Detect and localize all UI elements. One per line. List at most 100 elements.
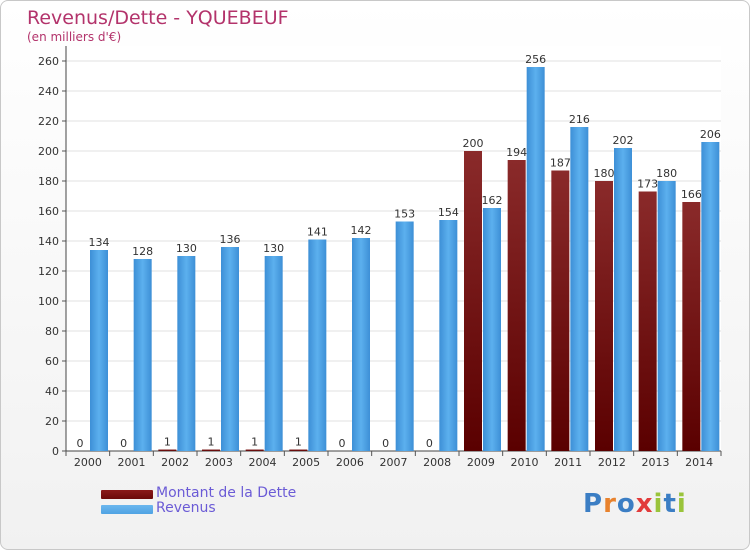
data-label-revenus: 206 [700, 128, 721, 141]
bar-revenus [614, 148, 632, 451]
bar-dette [464, 151, 482, 451]
logo-letter: t [663, 489, 677, 519]
chart-title: Revenus/Dette - YQUEBEUF [27, 7, 289, 29]
logo-letter: r [603, 489, 617, 519]
data-label-dette: 0 [426, 437, 433, 450]
bar-dette [551, 170, 570, 451]
bar-dette [289, 449, 308, 451]
logo-letter: i [653, 489, 664, 519]
x-tick-label: 2007 [380, 456, 408, 469]
x-tick-label: 2012 [598, 456, 626, 469]
data-label-revenus: 216 [569, 113, 590, 126]
logo-letter: o [616, 489, 636, 519]
bar-revenus [264, 256, 283, 451]
bar-revenus [483, 208, 501, 451]
bar-revenus [526, 67, 545, 451]
x-tick-label: 2003 [205, 456, 233, 469]
y-tick-label: 220 [38, 115, 59, 128]
y-tick-label: 140 [38, 235, 59, 248]
y-tick-label: 240 [38, 85, 59, 98]
y-tick-label: 100 [38, 295, 59, 308]
y-tick-label: 180 [38, 175, 59, 188]
data-label-dette: 1 [295, 436, 302, 449]
x-tick-label: 2008 [423, 456, 451, 469]
y-tick-label: 120 [38, 265, 59, 278]
bar-dette [507, 160, 526, 451]
x-tick-label: 2014 [685, 456, 713, 469]
x-tick-label: 2009 [467, 456, 495, 469]
logo-letter: x [635, 489, 654, 519]
bar-revenus [308, 239, 327, 451]
data-label-dette: 166 [681, 188, 702, 201]
bar-revenus [570, 127, 589, 451]
y-tick-label: 0 [52, 445, 59, 458]
data-label-dette: 187 [550, 157, 571, 170]
data-label-revenus: 142 [351, 224, 372, 237]
data-label-revenus: 153 [394, 208, 415, 221]
y-tick-label: 40 [45, 385, 59, 398]
y-tick-label: 260 [38, 55, 59, 68]
data-label-revenus: 256 [525, 53, 546, 66]
data-label-dette: 1 [208, 436, 215, 449]
legend-label-revenus: Revenus [156, 500, 216, 516]
legend-swatch-revenus [101, 505, 153, 514]
legend-swatch-dette [101, 490, 153, 499]
bar-dette [245, 449, 264, 451]
chart-subtitle: (en milliers d'€) [27, 30, 122, 44]
data-label-revenus: 141 [307, 226, 328, 239]
bar-revenus [352, 238, 370, 451]
data-label-revenus: 202 [613, 134, 634, 147]
x-tick-label: 2001 [118, 456, 146, 469]
bar-revenus [395, 221, 414, 451]
data-label-revenus: 134 [89, 236, 110, 249]
logo-letter: P [583, 489, 604, 519]
y-tick-label: 80 [45, 325, 59, 338]
data-label-dette: 0 [382, 437, 389, 450]
data-label-dette: 0 [120, 437, 127, 450]
bar-dette [158, 449, 177, 451]
data-label-dette: 180 [594, 167, 615, 180]
bar-dette [638, 191, 657, 451]
data-label-revenus: 180 [656, 167, 677, 180]
data-label-dette: 1 [164, 436, 171, 449]
bar-dette [595, 181, 613, 451]
x-tick-label: 2011 [554, 456, 582, 469]
bar-revenus [221, 247, 239, 451]
x-tick-label: 2005 [292, 456, 320, 469]
data-label-revenus: 128 [132, 245, 153, 258]
x-tick-label: 2004 [249, 456, 277, 469]
bar-revenus [701, 142, 720, 451]
y-tick-label: 160 [38, 205, 59, 218]
data-label-revenus: 162 [482, 194, 503, 207]
x-tick-label: 2013 [642, 456, 670, 469]
data-label-revenus: 154 [438, 206, 459, 219]
bar-dette [682, 202, 701, 451]
y-tick-label: 20 [45, 415, 59, 428]
legend-label-dette: Montant de la Dette [156, 485, 297, 501]
data-label-revenus: 136 [220, 233, 241, 246]
bar-revenus [90, 250, 108, 451]
data-label-revenus: 130 [176, 242, 197, 255]
data-label-dette: 194 [506, 146, 527, 159]
data-label-dette: 1 [251, 436, 258, 449]
x-tick-label: 2002 [161, 456, 189, 469]
bar-dette [202, 449, 220, 451]
logo-letter: i [676, 489, 687, 519]
bar-revenus [177, 256, 196, 451]
y-tick-label: 200 [38, 145, 59, 158]
data-label-dette: 200 [463, 137, 484, 150]
data-label-dette: 0 [339, 437, 346, 450]
x-tick-label: 2000 [74, 456, 102, 469]
x-tick-label: 2006 [336, 456, 364, 469]
data-label-revenus: 130 [263, 242, 284, 255]
data-label-dette: 0 [77, 437, 84, 450]
x-tick-label: 2010 [511, 456, 539, 469]
proxiti-logo: Proxiti [583, 489, 687, 519]
bar-revenus [133, 259, 152, 451]
data-label-dette: 173 [637, 178, 658, 191]
bar-revenus [439, 220, 458, 451]
y-tick-label: 60 [45, 355, 59, 368]
bar-revenus [657, 181, 676, 451]
